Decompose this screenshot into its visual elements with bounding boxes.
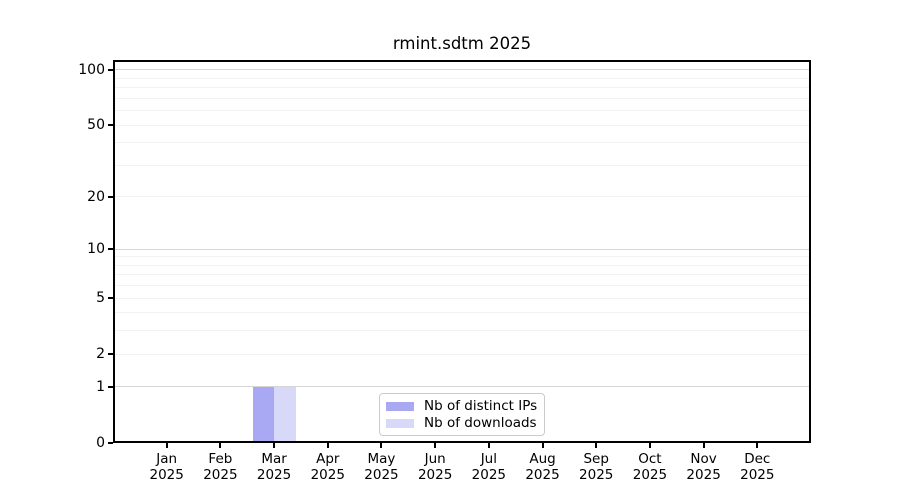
x-axis-tick-text: 2025 [364, 467, 399, 483]
x-axis-tick-text: Aug [529, 451, 556, 467]
x-axis-tick-text: 2025 [579, 467, 614, 483]
x-axis-tick [219, 443, 222, 448]
major-gridline [115, 386, 809, 388]
y-axis-tick [108, 297, 113, 300]
x-axis-tick-text: 2025 [256, 467, 292, 483]
x-axis-tick-label: Nov 2025 [672, 451, 736, 483]
minor-gridline [115, 196, 809, 198]
legend-row-downloads: Nb of downloads [386, 415, 538, 431]
x-axis-tick-label: Aug 2025 [511, 451, 575, 483]
minor-gridline [115, 297, 809, 299]
minor-gridline [115, 142, 809, 144]
x-axis-tick [326, 443, 329, 448]
y-axis-tick [108, 385, 113, 388]
x-axis-tick-label: Jan 2025 [135, 451, 199, 483]
y-axis-tick [108, 353, 113, 356]
legend-label-downloads: Nb of downloads [424, 415, 537, 431]
x-axis-tick-text: May [367, 451, 396, 467]
x-axis-tick-label: Mar 2025 [242, 451, 306, 483]
minor-gridline [115, 124, 809, 126]
x-axis-tick-text: Dec [744, 451, 771, 467]
major-gridline [115, 69, 809, 71]
bar-distinct-ips [252, 386, 275, 443]
x-axis-tick-text: 2025 [310, 467, 345, 483]
x-axis-tick [273, 443, 276, 448]
minor-gridline [115, 110, 809, 112]
chart-title: rmint.sdtm 2025 [392, 34, 532, 53]
y-axis-tick-label: 2 [96, 346, 105, 363]
y-axis-tick-label: 50 [87, 117, 105, 134]
x-axis-tick-text: Jul [480, 451, 497, 467]
major-gridline [115, 248, 809, 250]
legend-swatch-distinct-ips [386, 401, 414, 411]
x-axis-tick-label: Jul 2025 [457, 451, 521, 483]
x-axis-tick-text: 2025 [471, 467, 507, 483]
y-axis-tick-label: 1 [96, 378, 105, 395]
y-axis-tick [108, 195, 113, 198]
x-axis-tick [380, 443, 383, 448]
x-axis-tick-text: Jun [424, 451, 446, 467]
x-axis-tick-text: 2025 [740, 467, 775, 483]
x-axis-tick-text: 2025 [686, 467, 721, 483]
y-axis-tick [108, 68, 113, 71]
x-axis-tick [487, 443, 490, 448]
y-axis-tick-label: 10 [87, 241, 105, 258]
x-axis-tick-text: Nov [690, 451, 717, 467]
x-axis-tick-label: Dec 2025 [725, 451, 789, 483]
x-axis-tick-text: Mar [261, 451, 287, 467]
x-axis-tick [595, 443, 598, 448]
legend-swatch-downloads [386, 418, 414, 428]
x-axis-tick [434, 443, 437, 448]
x-axis-tick-label: Oct 2025 [618, 451, 682, 483]
legend-row-distinct-ips: Nb of distinct IPs [386, 398, 538, 414]
x-axis-tick [756, 443, 759, 448]
x-axis-tick-label: Sep 2025 [564, 451, 628, 483]
x-axis-tick-text: 2025 [525, 467, 560, 483]
x-axis-tick-text: 2025 [632, 467, 668, 483]
minor-gridline [115, 312, 809, 314]
y-axis-tick-label: 20 [87, 188, 105, 205]
minor-gridline [115, 164, 809, 166]
x-axis-tick-text: Sep [583, 451, 609, 467]
y-axis-tick-label: 100 [78, 61, 105, 78]
x-axis-tick-text: 2025 [203, 467, 238, 483]
minor-gridline [115, 274, 809, 276]
y-axis-tick-label: 0 [96, 435, 105, 451]
x-axis-tick-label: Jun 2025 [403, 451, 467, 483]
x-axis-tick-text: 2025 [417, 467, 453, 483]
x-axis-tick-label: Feb 2025 [188, 451, 252, 483]
x-axis-tick [702, 443, 705, 448]
x-axis-tick [165, 443, 168, 448]
bar-downloads [274, 386, 296, 443]
minor-gridline [115, 264, 809, 266]
y-axis-tick-label: 5 [96, 290, 105, 307]
x-axis-tick-text: Oct [638, 451, 662, 467]
minor-gridline [115, 353, 809, 355]
x-axis-tick [648, 443, 651, 448]
y-axis-tick [108, 248, 113, 251]
x-axis-tick-label: May 2025 [349, 451, 413, 483]
minor-gridline [115, 330, 809, 332]
x-axis-tick-text: Jan [156, 451, 178, 467]
x-axis-tick-label: Apr 2025 [296, 451, 360, 483]
y-axis-tick [108, 124, 113, 127]
x-axis-tick-text: 2025 [149, 467, 184, 483]
minor-gridline [115, 285, 809, 287]
x-axis-tick [541, 443, 544, 448]
y-axis-tick [108, 442, 113, 444]
minor-gridline [115, 256, 809, 258]
legend-label-distinct-ips: Nb of distinct IPs [424, 398, 538, 414]
x-axis-tick-text: Apr [316, 451, 340, 467]
minor-gridline [115, 87, 809, 89]
minor-gridline [115, 77, 809, 79]
x-axis-tick-text: Feb [208, 451, 233, 467]
minor-gridline [115, 97, 809, 99]
legend: Nb of distinct IPs Nb of downloads [379, 393, 545, 436]
